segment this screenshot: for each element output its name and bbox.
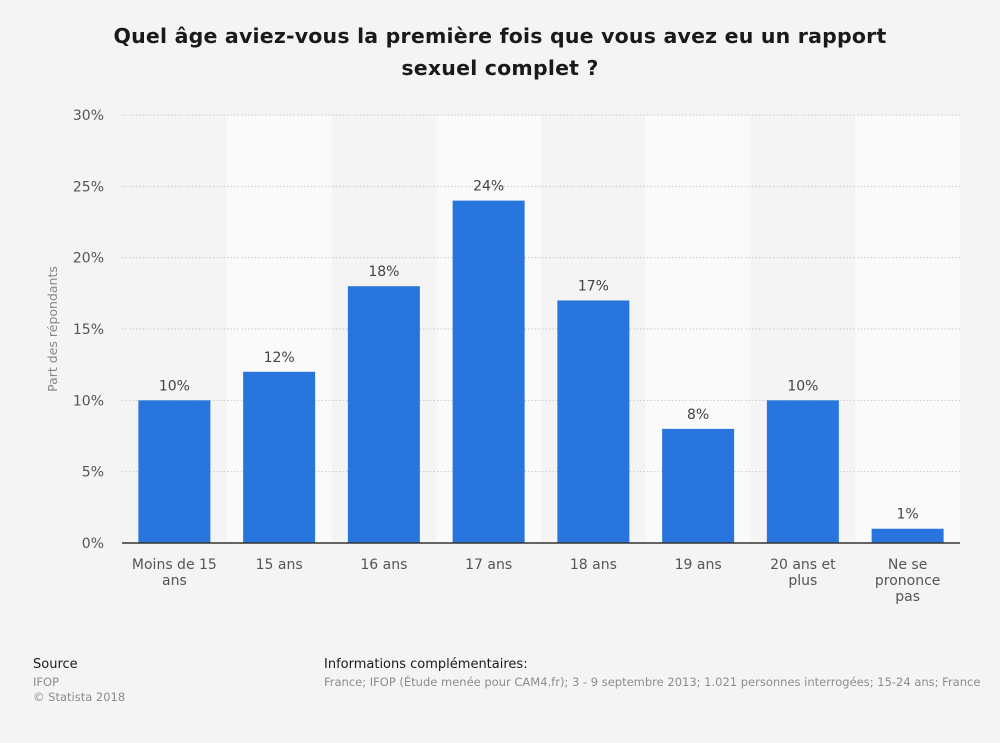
- x-tick-label-line: 17 ans: [465, 557, 512, 573]
- x-tick-label: 17 ans: [465, 557, 512, 573]
- data-label: 24%: [473, 179, 504, 195]
- y-tick-label: 5%: [82, 465, 104, 481]
- x-tick-label-line: plus: [788, 573, 817, 589]
- source-line-2: © Statista 2018: [33, 690, 126, 704]
- info-title: Informations complémentaires:: [324, 657, 528, 672]
- bar: [243, 371, 316, 543]
- x-tick-label: 18 ans: [570, 557, 617, 573]
- chart-title: Quel âge aviez-vous la première fois que…: [113, 24, 887, 80]
- x-tick-label: Ne se prononce pas: [875, 557, 941, 605]
- source-title: Source: [33, 657, 78, 672]
- x-tick-label: 20 ans et plus: [770, 557, 836, 589]
- y-tick-label: 30%: [73, 108, 104, 124]
- bar: [452, 200, 525, 543]
- data-label: 1%: [897, 507, 919, 523]
- x-tick-label: 16 ans: [360, 557, 407, 573]
- bar: [347, 286, 420, 543]
- data-label: 10%: [159, 378, 190, 394]
- x-tick-label-line: pas: [895, 589, 920, 605]
- y-tick-label: 15%: [73, 322, 104, 338]
- x-tick-label-line: ans: [162, 573, 187, 589]
- x-tick-label-line: 19 ans: [675, 557, 722, 573]
- data-label: 12%: [264, 350, 295, 366]
- x-tick-label-line: Moins de 15: [132, 557, 217, 573]
- bar: [138, 400, 211, 543]
- x-tick-label-line: Ne se: [888, 557, 927, 573]
- bar: [662, 428, 735, 543]
- x-tick-label-line: 15 ans: [256, 557, 303, 573]
- info-text: France; IFOP (Étude menée pour CAM4.fr);…: [324, 675, 981, 689]
- x-tick-label-line: 18 ans: [570, 557, 617, 573]
- data-label: 8%: [687, 407, 709, 423]
- x-tick-label-line: prononce: [875, 573, 941, 589]
- source-line-1: IFOP: [33, 675, 59, 689]
- y-tick-label: 10%: [73, 393, 104, 409]
- y-axis-title: Part des répondants: [45, 266, 60, 392]
- data-label: 18%: [368, 264, 399, 280]
- x-tick-label-line: 16 ans: [360, 557, 407, 573]
- x-tick-label: Moins de 15 ans: [132, 557, 217, 589]
- y-tick-label: 0%: [82, 536, 104, 552]
- bar-chart: 0% 5% 10% 15% 20% 25% 30% Part des répondants 10…: [45, 108, 960, 605]
- x-tick-label: 15 ans: [256, 557, 303, 573]
- y-tick-label: 25%: [73, 179, 104, 195]
- bar: [871, 528, 944, 543]
- data-label: 10%: [787, 378, 818, 394]
- data-label: 17%: [578, 278, 609, 294]
- x-tick-label: 19 ans: [675, 557, 722, 573]
- background-band: [855, 115, 960, 543]
- x-tick-label-line: 20 ans et: [770, 557, 836, 573]
- y-tick-label: 20%: [73, 251, 104, 267]
- bar: [557, 300, 630, 543]
- bar: [766, 400, 839, 543]
